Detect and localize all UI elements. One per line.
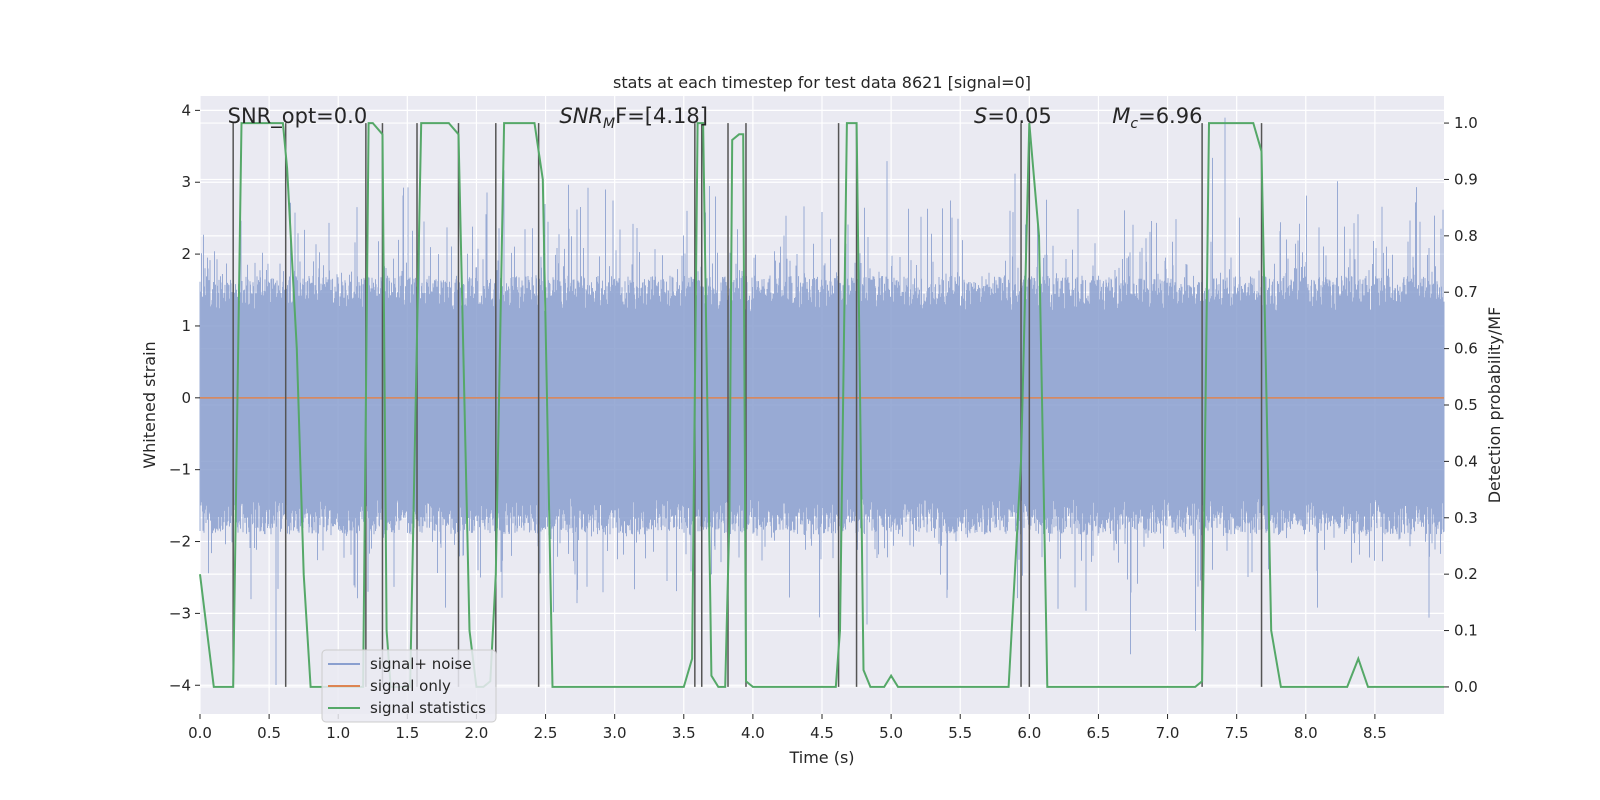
legend: signal+ noise signal only signal statist… (321, 649, 497, 723)
signal-statistics-trace (199, 122, 1444, 688)
legend-label-signal-noise: signal+ noise (370, 655, 472, 673)
x-axis-label: Time (s) (788, 748, 854, 767)
signal-statistics-line (199, 122, 1444, 688)
annotation-s-value: S=0.05 (974, 104, 1052, 128)
y-tick-label: 0 (181, 389, 191, 407)
x-tick-label: 5.0 (879, 724, 903, 742)
x-tick-label: 2.5 (534, 724, 558, 742)
y2-tick-label: 0.6 (1454, 340, 1478, 358)
y2-tick-label: 0.7 (1454, 283, 1478, 301)
x-tick-label: 5.5 (948, 724, 972, 742)
y-tick-label: 4 (181, 101, 191, 119)
annotations: SNR_opt=0.0 SNRMF=[4.18] S=0.05 Mc=6.96 (228, 104, 1203, 132)
chart-title: stats at each timestep for test data 862… (613, 73, 1031, 92)
y2-tick-label: 0.1 (1454, 622, 1478, 640)
x-axis-ticks: 0.0 0.5 1.0 1.5 2.0 2.5 3.0 3.5 4.0 4.5 5.0 5.5 6.0 6… (188, 714, 1387, 742)
x-tick-label: 8.0 (1294, 724, 1318, 742)
y-tick-label: −4 (169, 676, 191, 694)
event-markers (232, 123, 1263, 687)
y2-axis-ticks: 1.0 0.9 0.8 0.7 0.6 0.5 0.4 0.3 0.2 0.1 0.0 (1444, 114, 1478, 696)
x-tick-label: 3.5 (672, 724, 696, 742)
y2-tick-label: 0.0 (1454, 678, 1478, 696)
y2-tick-label: 1.0 (1454, 114, 1478, 132)
y-tick-label: −3 (169, 604, 191, 622)
legend-box (321, 649, 497, 723)
y-tick-label: −1 (169, 461, 191, 479)
x-tick-label: 1.5 (395, 724, 419, 742)
legend-label-signal-statistics: signal statistics (370, 699, 486, 717)
x-tick-label: 7.5 (1225, 724, 1249, 742)
y-tick-label: 3 (181, 173, 191, 191)
x-tick-label: 1.0 (326, 724, 350, 742)
annotation-snr-opt: SNR_opt=0.0 (228, 104, 368, 129)
annotation-snr-mf: SNRMF=[4.18] (559, 104, 708, 132)
y2-tick-label: 0.8 (1454, 227, 1478, 245)
x-tick-label: 4.5 (810, 724, 834, 742)
x-tick-label: 2.0 (465, 724, 489, 742)
x-tick-label: 4.0 (741, 724, 765, 742)
legend-label-signal-only: signal only (370, 677, 451, 695)
annotation-mc-value: Mc=6.96 (1112, 104, 1202, 132)
y-tick-label: 1 (181, 317, 191, 335)
y2-tick-label: 0.9 (1454, 170, 1478, 188)
x-tick-label: 7.0 (1156, 724, 1180, 742)
x-tick-label: 3.0 (603, 724, 627, 742)
y2-axis-label: Detection probability/MF (1485, 307, 1504, 504)
x-tick-label: 0.5 (257, 724, 281, 742)
y-axis-label: Whitened strain (140, 341, 159, 468)
x-tick-label: 8.5 (1363, 724, 1387, 742)
y2-tick-label: 0.3 (1454, 509, 1478, 527)
x-tick-label: 6.5 (1087, 724, 1111, 742)
x-tick-label: 0.0 (188, 724, 212, 742)
y-tick-label: −2 (169, 533, 191, 551)
x-tick-label: 6.0 (1017, 724, 1041, 742)
y2-tick-label: 0.5 (1454, 396, 1478, 414)
y2-tick-label: 0.4 (1454, 452, 1478, 470)
y-tick-label: 2 (181, 245, 191, 263)
y-axis-ticks: 4 3 2 1 0 −1 −2 −3 −4 (169, 101, 200, 694)
y2-tick-label: 0.2 (1454, 565, 1478, 583)
